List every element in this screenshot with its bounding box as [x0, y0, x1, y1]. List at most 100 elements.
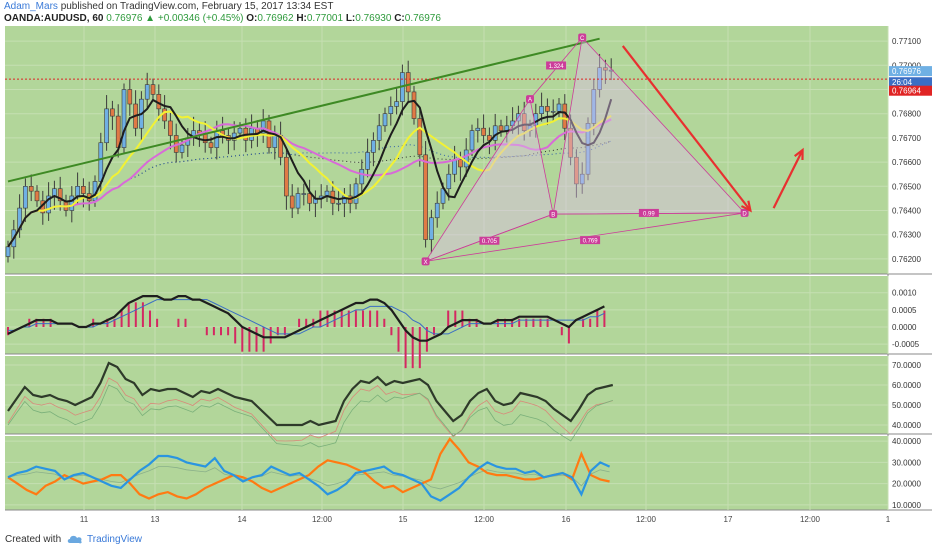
candle-body [121, 89, 127, 148]
macd-line [7, 295, 605, 342]
candle-body [272, 135, 278, 148]
ohlc-legend: OANDA:AUDUSD, 60 0.76976 ▲ +0.00346 (+0.… [4, 13, 441, 25]
candle-body [179, 144, 185, 153]
harmonic-pattern [421, 33, 749, 266]
candle-body [487, 135, 492, 141]
author-link[interactable]: Adam_Mars [4, 1, 58, 12]
candle-body [463, 149, 469, 168]
price-change: +0.00346 (+0.45%) [157, 13, 244, 24]
candle-body [521, 113, 527, 131]
candle-body [434, 202, 440, 219]
candle-body [585, 123, 591, 175]
ratio-label: 0.769 [583, 239, 599, 245]
candle-body [289, 195, 295, 209]
pattern-point-marker [421, 257, 430, 266]
created-with-text: Created with [5, 534, 62, 545]
candle-body [376, 125, 382, 141]
candle-body [481, 127, 486, 136]
candle-body [81, 186, 86, 194]
candle-body [46, 195, 51, 214]
price-tick-label: 0.76300 [892, 231, 921, 240]
candle-body [127, 89, 133, 105]
dmi-plus-line [7, 454, 611, 502]
indicator-tick-label: 0.0010 [892, 289, 917, 298]
x-tick-label: 16 [562, 515, 571, 524]
candle-body [388, 106, 394, 115]
candle-body [353, 183, 359, 204]
candle-body [162, 108, 167, 122]
candle-body [452, 159, 457, 175]
x-tick-label: 12:00 [636, 515, 657, 524]
high-value: 0.77001 [306, 13, 344, 24]
price-tick-label: 0.77000 [892, 61, 921, 70]
forecast-arrow-head [794, 147, 804, 161]
price-tick-label: 0.76700 [892, 134, 921, 143]
candle-body [469, 130, 475, 151]
pane-2-background [5, 356, 888, 434]
candle-body [417, 118, 423, 156]
price-badge [889, 66, 932, 77]
candle-body [307, 193, 312, 204]
candle-body [208, 142, 214, 148]
candle-body [336, 202, 341, 205]
candle-body [365, 152, 370, 170]
dmi-minus-line [7, 437, 610, 500]
adx-line [7, 361, 614, 427]
candle-body [371, 140, 376, 153]
tradingview-link[interactable]: TradingView [87, 534, 143, 545]
price-tick-label: 0.76800 [892, 110, 921, 119]
candle-body [429, 217, 434, 240]
tradingview-cloud-icon [67, 535, 82, 544]
close-label: C: [394, 13, 405, 24]
price-tick-label: 0.76500 [892, 182, 921, 191]
candle-body [98, 142, 104, 182]
pattern-point-marker [549, 210, 558, 219]
candle-body [110, 108, 115, 117]
price-badge-label: 26:04 [892, 78, 913, 87]
candle-body [591, 89, 597, 124]
candle-body [284, 156, 289, 197]
indicator-tick-label: 30.0000 [892, 458, 921, 467]
indicator-tick-label: 0.0005 [892, 306, 917, 315]
x-tick-label: 15 [399, 515, 408, 524]
indicator-tick-label: 40.0000 [892, 421, 921, 430]
pattern-point-marker [578, 33, 587, 42]
pattern-point-label: C [580, 36, 585, 42]
chart-canvas[interactable]: 11 13 14 12:00 15 12:00 16 12:00 17 12:00 1 0.77100… [0, 26, 932, 530]
candle-body [475, 127, 481, 131]
ratio-label-box [580, 236, 601, 245]
indicator-tick-label: 20.0000 [892, 480, 921, 489]
macd-signal-line [8, 299, 605, 335]
candle-body [5, 246, 11, 257]
ma22-magenta-line [7, 118, 612, 248]
candle-body [260, 120, 266, 134]
x-tick-label: 12:00 [312, 515, 333, 524]
ma6-black-line [7, 98, 613, 248]
ratio-label-box [546, 61, 567, 70]
candle-body [579, 173, 585, 185]
ratio-label: 0.99 [643, 211, 655, 217]
candle-body [359, 169, 365, 185]
published-text: published on TradingView.com, February 1… [60, 1, 334, 12]
candle-body [34, 190, 40, 202]
candle-body [405, 72, 411, 93]
x-tick-label: 14 [238, 515, 247, 524]
price-tick-label: 0.76400 [892, 207, 921, 216]
pattern-point-marker [526, 95, 534, 104]
forecast-arrow-line [621, 45, 752, 212]
candle-body [545, 106, 550, 112]
candle-body [57, 188, 63, 202]
candle-body [603, 67, 608, 71]
x-tick-label: 1 [886, 515, 891, 524]
pattern-point-label: X [424, 260, 428, 266]
forecast-arrow-line [772, 149, 804, 209]
candle-body [498, 125, 504, 131]
candle-body [550, 110, 556, 113]
candle-body [150, 84, 156, 95]
candle-body [28, 186, 34, 192]
x-tick-label: 12:00 [474, 515, 495, 524]
indicator-tick-label: 50.0000 [892, 401, 921, 410]
candle-body [562, 103, 568, 129]
symbol-label[interactable]: OANDA:AUDUSD, 60 [4, 13, 104, 24]
footer-bar: Created with TradingView [0, 530, 932, 550]
